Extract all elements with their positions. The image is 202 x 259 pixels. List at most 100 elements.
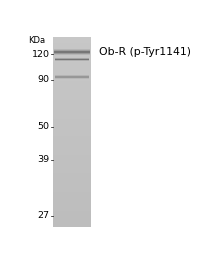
Bar [53, 207, 91, 210]
Bar [53, 179, 91, 181]
Bar [53, 192, 91, 194]
Bar [53, 99, 91, 102]
Bar [53, 141, 91, 143]
Bar [53, 60, 91, 62]
Text: 120: 120 [32, 49, 49, 59]
Bar [53, 69, 91, 71]
Bar [53, 37, 91, 39]
Text: 27: 27 [38, 211, 49, 220]
Bar [53, 92, 91, 94]
Bar [53, 196, 91, 198]
Bar [53, 103, 91, 105]
Bar [53, 219, 91, 221]
Bar [53, 120, 91, 122]
Bar [53, 96, 91, 98]
Text: KDa: KDa [28, 35, 45, 45]
Bar [53, 213, 91, 215]
Bar [53, 58, 91, 60]
Bar [53, 77, 91, 79]
Bar [53, 198, 91, 200]
Bar [53, 81, 91, 83]
Bar [53, 175, 91, 177]
Bar [53, 115, 91, 117]
Bar [53, 181, 91, 183]
Bar [53, 221, 91, 223]
Bar [53, 164, 91, 166]
Bar [53, 54, 91, 56]
Bar [53, 206, 91, 207]
Bar [53, 189, 91, 191]
Bar [53, 113, 91, 115]
Bar [53, 128, 91, 130]
Bar [53, 41, 91, 43]
Bar [53, 160, 91, 162]
Bar [53, 122, 91, 124]
Bar [53, 158, 91, 160]
Bar [53, 71, 91, 73]
Bar [53, 107, 91, 109]
Bar [53, 117, 91, 119]
Bar [53, 202, 91, 204]
Bar [53, 200, 91, 202]
Bar [53, 204, 91, 206]
Bar [53, 88, 91, 90]
Bar [53, 162, 91, 164]
Bar [53, 126, 91, 128]
Bar [53, 217, 91, 219]
Bar [53, 168, 91, 170]
Bar [53, 83, 91, 84]
Bar [53, 98, 91, 99]
Bar [53, 143, 91, 145]
Bar [53, 56, 91, 58]
Bar [53, 45, 91, 47]
Bar [53, 102, 91, 103]
Bar [53, 225, 91, 227]
Bar [53, 185, 91, 187]
Bar [53, 66, 91, 67]
Bar [53, 145, 91, 147]
Bar [53, 105, 91, 107]
Bar [53, 210, 91, 211]
Bar [53, 187, 91, 189]
Bar [53, 135, 91, 138]
Bar [53, 170, 91, 171]
Bar [53, 39, 91, 41]
Bar [53, 139, 91, 141]
Bar [53, 138, 91, 139]
Bar [53, 166, 91, 168]
Bar [53, 153, 91, 155]
Text: 50: 50 [38, 122, 49, 131]
Bar [53, 119, 91, 120]
Bar [53, 194, 91, 196]
Bar [53, 223, 91, 225]
Bar [53, 156, 91, 158]
Bar [53, 79, 91, 81]
Bar [53, 64, 91, 66]
Bar [53, 183, 91, 185]
Bar [53, 211, 91, 213]
Bar [53, 177, 91, 179]
Bar [53, 215, 91, 217]
Bar [53, 147, 91, 149]
Text: 90: 90 [38, 75, 49, 84]
Bar [53, 84, 91, 86]
Bar [53, 52, 91, 54]
Bar [53, 132, 91, 134]
Text: Ob-R (p-Tyr1141): Ob-R (p-Tyr1141) [99, 47, 191, 57]
Bar [53, 149, 91, 151]
Bar [53, 90, 91, 92]
Bar [53, 174, 91, 175]
Bar [53, 151, 91, 153]
Bar [53, 191, 91, 192]
Bar [53, 130, 91, 132]
Bar [53, 171, 91, 174]
Bar [53, 124, 91, 126]
Bar [53, 50, 91, 52]
Bar [53, 43, 91, 45]
Bar [53, 75, 91, 77]
Bar [53, 111, 91, 113]
Bar [53, 48, 91, 50]
Bar [53, 62, 91, 64]
Bar [53, 73, 91, 75]
Bar [53, 134, 91, 135]
